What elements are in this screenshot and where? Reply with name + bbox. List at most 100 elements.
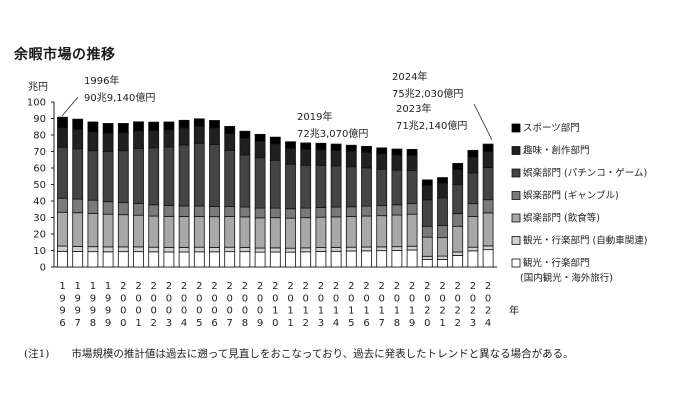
x-tick-label: 8 [90, 318, 96, 329]
bar-segment [148, 215, 160, 248]
bar-segment [87, 246, 99, 253]
bar-segment [315, 216, 327, 248]
x-tick-label: 1 [303, 306, 309, 317]
y-tick-label: 10 [33, 246, 46, 257]
bar-segment [285, 251, 296, 268]
bar-segment [178, 144, 190, 207]
x-tick-label: 6 [363, 318, 369, 329]
x-tick-label: 2 [455, 318, 461, 329]
x-tick-label: 2 [424, 306, 430, 317]
bar-segment [376, 147, 388, 155]
bar-segment [269, 217, 281, 249]
x-tick-label: 0 [196, 306, 202, 317]
bar-segment [193, 118, 205, 127]
x-tick-label: 0 [424, 318, 430, 329]
x-tick-label: 0 [242, 293, 248, 304]
x-tick-label: 0 [303, 293, 309, 304]
x-tick-label: 9 [90, 293, 96, 304]
x-tick-label: 0 [394, 293, 400, 304]
x-tick-label: 0 [135, 306, 141, 317]
bar-segment [148, 251, 160, 268]
y-tick-label: 50 [33, 180, 46, 191]
x-tick-label: 9 [257, 318, 263, 329]
bar-segment [482, 245, 494, 251]
bar-segment [482, 212, 494, 247]
x-tick-label: 2 [166, 281, 172, 292]
chart-annotations: 1996年 90兆9,140億円 2019年 72兆3,070億円 2023年 71兆2,… [61, 70, 493, 141]
bar-segment [406, 170, 418, 205]
bar-segment [406, 148, 418, 156]
x-tick-label: 0 [196, 293, 202, 304]
x-tick-label: 4 [485, 318, 491, 329]
bar-segment [163, 251, 175, 268]
x-tick-label: 0 [166, 293, 172, 304]
bar-segment [209, 144, 220, 207]
bar-segment [345, 250, 357, 268]
bar-segment [102, 123, 114, 134]
x-tick-label: 1 [409, 306, 415, 317]
bar-segment [421, 199, 433, 227]
bar-segment [376, 168, 388, 207]
bar-segment [163, 146, 175, 207]
x-tick-label: 9 [75, 306, 81, 317]
bar-segment [482, 199, 494, 214]
bar-segment [452, 255, 464, 268]
bar-segment [315, 247, 327, 252]
legend-swatch [511, 168, 521, 178]
x-tick-label: 4 [333, 318, 339, 329]
x-tick-label: 7 [227, 318, 233, 329]
bar-segment [117, 251, 129, 268]
x-tick-label: 0 [455, 293, 461, 304]
bar-segment [178, 251, 190, 268]
x-tick-label: 1 [439, 318, 445, 329]
bar-segment [285, 141, 296, 149]
bar-segment [72, 251, 84, 268]
annotation-text: 71兆2,140億円 [396, 119, 467, 132]
bar-segment [467, 250, 479, 268]
bar-segment [300, 217, 312, 249]
y-tick-label: 30 [33, 213, 46, 224]
y-tick-label: 70 [33, 147, 46, 158]
bar-segment [254, 133, 266, 142]
bar-segment [87, 199, 99, 214]
x-tick-label: 1 [59, 281, 65, 292]
x-tick-label: 2 [257, 281, 263, 292]
bar-segment [87, 121, 99, 133]
bar-segment [285, 217, 296, 249]
bar-segment [133, 121, 144, 132]
x-tick-label: 2 [455, 281, 461, 292]
x-tick-label: 0 [348, 293, 354, 304]
bar-segment [330, 143, 342, 151]
legend-swatch [511, 123, 521, 133]
x-tick-label: 0 [272, 318, 278, 329]
legend-label: 娯楽部門 (パチンコ・ゲーム) [523, 167, 647, 179]
bar-segment [391, 250, 403, 268]
x-tick-label: 2 [272, 281, 278, 292]
bar-segment [254, 251, 266, 268]
bar-segment [269, 251, 281, 268]
x-tick-label: 9 [409, 318, 415, 329]
x-tick-label: 0 [120, 306, 126, 317]
annotation-text: 2024年 [392, 70, 427, 83]
x-tick-label: 1 [379, 306, 385, 317]
bar-segment [193, 126, 205, 144]
bar-segment [376, 250, 388, 268]
x-tick-label: 9 [105, 318, 111, 329]
bar-segment [269, 207, 281, 219]
x-tick-label: 1 [105, 281, 111, 292]
bar-segment [193, 205, 205, 217]
bar-segment [285, 163, 296, 210]
x-tick-label: 2 [135, 281, 141, 292]
bar-segment [178, 205, 190, 217]
bar-segment [391, 204, 403, 216]
x-tick-label: 0 [257, 293, 263, 304]
x-tick-label: 2 [151, 318, 157, 329]
x-tick-label: 2 [439, 306, 445, 317]
x-tick-label: 2 [303, 318, 309, 329]
bar-segment [345, 216, 357, 248]
bar-segment [224, 216, 236, 248]
bar-segment [224, 206, 236, 217]
annotation-text: 90兆9,140億円 [84, 91, 155, 104]
bar-segment [133, 130, 144, 149]
